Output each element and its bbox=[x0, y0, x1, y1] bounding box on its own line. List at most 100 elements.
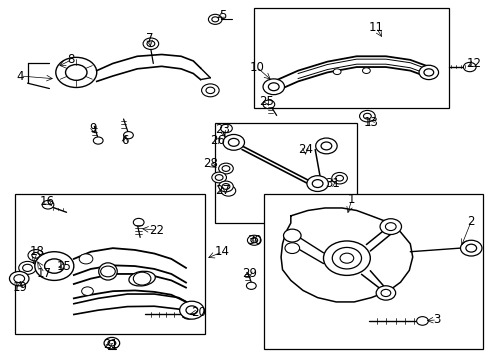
Circle shape bbox=[285, 243, 299, 253]
Text: 29: 29 bbox=[242, 267, 256, 280]
Bar bbox=[254, 8, 448, 108]
Circle shape bbox=[312, 180, 323, 188]
Circle shape bbox=[179, 301, 203, 319]
Circle shape bbox=[104, 337, 120, 349]
Text: 28: 28 bbox=[203, 157, 217, 170]
Circle shape bbox=[28, 249, 43, 261]
Circle shape bbox=[215, 175, 223, 180]
Circle shape bbox=[221, 185, 235, 196]
Text: 7: 7 bbox=[145, 32, 153, 45]
Circle shape bbox=[465, 244, 476, 252]
Text: 12: 12 bbox=[465, 57, 480, 70]
Circle shape bbox=[19, 261, 36, 274]
Text: 22: 22 bbox=[149, 224, 164, 237]
Circle shape bbox=[323, 241, 369, 275]
Circle shape bbox=[35, 252, 74, 280]
Circle shape bbox=[321, 142, 331, 150]
Circle shape bbox=[211, 17, 218, 22]
Circle shape bbox=[359, 111, 374, 122]
Circle shape bbox=[208, 14, 222, 24]
Circle shape bbox=[220, 124, 232, 133]
Text: 5: 5 bbox=[219, 9, 226, 22]
Circle shape bbox=[380, 289, 390, 297]
Circle shape bbox=[228, 138, 239, 146]
Circle shape bbox=[32, 252, 40, 258]
Text: 2: 2 bbox=[467, 215, 474, 228]
Circle shape bbox=[283, 229, 301, 242]
Text: 23: 23 bbox=[215, 123, 229, 136]
Circle shape bbox=[418, 65, 438, 80]
Circle shape bbox=[460, 240, 481, 256]
Bar bbox=[264, 194, 483, 348]
Circle shape bbox=[263, 79, 284, 95]
Text: 18: 18 bbox=[30, 245, 44, 258]
Text: 3: 3 bbox=[432, 313, 440, 327]
Circle shape bbox=[79, 254, 93, 264]
Circle shape bbox=[263, 100, 274, 109]
Circle shape bbox=[22, 264, 32, 271]
Circle shape bbox=[315, 138, 336, 154]
Ellipse shape bbox=[129, 271, 155, 286]
Circle shape bbox=[81, 287, 93, 296]
Circle shape bbox=[331, 247, 361, 269]
Text: 16: 16 bbox=[40, 195, 54, 208]
Circle shape bbox=[363, 113, 370, 119]
Text: 21: 21 bbox=[102, 338, 118, 351]
Circle shape bbox=[123, 132, 133, 139]
Circle shape bbox=[9, 271, 29, 286]
Circle shape bbox=[14, 275, 24, 283]
Circle shape bbox=[362, 68, 369, 73]
Text: 8: 8 bbox=[67, 53, 75, 66]
Text: 20: 20 bbox=[190, 306, 205, 319]
Text: 27: 27 bbox=[215, 184, 229, 197]
Text: 31: 31 bbox=[324, 177, 339, 190]
Circle shape bbox=[182, 310, 194, 319]
Text: 19: 19 bbox=[13, 281, 28, 294]
Text: 9: 9 bbox=[89, 122, 97, 135]
Circle shape bbox=[306, 176, 328, 192]
Circle shape bbox=[268, 83, 279, 91]
Circle shape bbox=[133, 219, 144, 226]
Circle shape bbox=[101, 266, 115, 277]
Text: 24: 24 bbox=[297, 143, 312, 156]
Circle shape bbox=[246, 282, 256, 289]
Circle shape bbox=[379, 219, 401, 234]
Circle shape bbox=[65, 64, 87, 80]
Text: 6: 6 bbox=[121, 134, 128, 147]
Circle shape bbox=[335, 175, 343, 181]
Text: 30: 30 bbox=[246, 234, 261, 247]
Circle shape bbox=[42, 201, 54, 209]
Circle shape bbox=[44, 259, 64, 273]
Circle shape bbox=[211, 172, 226, 183]
Circle shape bbox=[56, 57, 97, 87]
Text: 25: 25 bbox=[259, 95, 273, 108]
Circle shape bbox=[223, 134, 244, 150]
Ellipse shape bbox=[99, 263, 117, 280]
Text: 11: 11 bbox=[368, 21, 383, 34]
Circle shape bbox=[222, 184, 229, 189]
Circle shape bbox=[133, 272, 151, 285]
Text: 17: 17 bbox=[37, 267, 52, 280]
Circle shape bbox=[222, 166, 229, 171]
Circle shape bbox=[185, 306, 197, 315]
Text: 26: 26 bbox=[210, 134, 224, 147]
Circle shape bbox=[331, 172, 346, 184]
Circle shape bbox=[423, 69, 433, 76]
Circle shape bbox=[250, 238, 257, 243]
Text: 14: 14 bbox=[215, 245, 229, 258]
Text: 4: 4 bbox=[17, 69, 24, 82]
Circle shape bbox=[218, 163, 233, 174]
Text: 15: 15 bbox=[57, 260, 71, 273]
Circle shape bbox=[339, 253, 353, 263]
Text: 13: 13 bbox=[363, 116, 378, 129]
Circle shape bbox=[463, 62, 475, 72]
Circle shape bbox=[332, 69, 340, 75]
Circle shape bbox=[375, 286, 395, 300]
Bar bbox=[215, 123, 356, 223]
Circle shape bbox=[218, 181, 233, 192]
Circle shape bbox=[143, 38, 158, 49]
Bar bbox=[15, 194, 205, 334]
Circle shape bbox=[147, 41, 155, 46]
Circle shape bbox=[201, 84, 219, 97]
Circle shape bbox=[416, 317, 427, 325]
